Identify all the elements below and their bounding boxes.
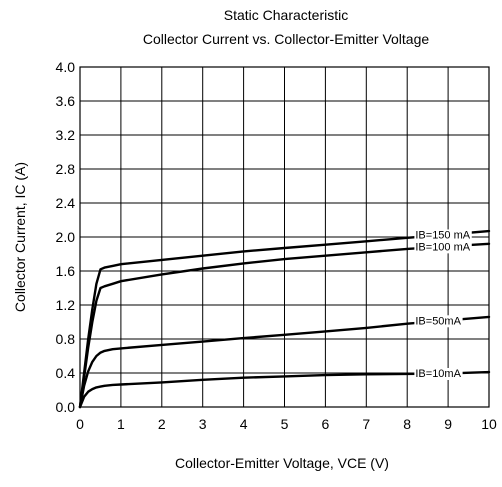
series-label-background: [414, 368, 463, 380]
chart-title: Static Characteristic: [224, 7, 348, 23]
y-tick-label: 4.0: [56, 59, 76, 75]
y-tick-label: 1.2: [56, 297, 76, 313]
x-tick-label: 2: [158, 416, 166, 432]
series-line-2: [78, 242, 491, 409]
x-tick-label: 6: [322, 416, 330, 432]
x-tick-label: 1: [117, 416, 125, 432]
series-line-1: [78, 229, 491, 409]
y-tick-label: 2.8: [56, 161, 76, 177]
chart-subtitle: Collector Current vs. Collector-Emitter …: [143, 31, 430, 47]
series-label-3: IB=50mA: [415, 315, 461, 327]
y-tick-label: 3.2: [56, 127, 76, 143]
series-lines: [78, 229, 491, 409]
series-label-2: IB=100 mA: [415, 241, 470, 253]
y-tick-label: 3.6: [56, 93, 76, 109]
x-tick-label: 7: [362, 416, 370, 432]
x-tick-labels: 0 1 2 3 4 5 6 7 8 9 10: [76, 416, 497, 432]
series-label-background: [414, 229, 472, 242]
x-tick-label: 5: [281, 416, 289, 432]
y-axis-label: Collector Current, IC (A): [12, 162, 28, 312]
x-axis-label: Collector-Emitter Voltage, VCE (V): [175, 455, 389, 471]
x-tick-label: 4: [240, 416, 248, 432]
y-tick-labels: 0.0 0.4 0.8 1.2 1.6 2.0 2.4 2.8 3.2 3.6 4.0: [56, 59, 76, 415]
series-label-1: IB=150 mA: [415, 229, 470, 241]
x-tick-label: 10: [481, 416, 497, 432]
series-line-3: [78, 315, 491, 409]
x-tick-label: 8: [403, 416, 411, 432]
y-tick-label: 0.8: [56, 331, 76, 347]
series-label-background: [414, 315, 463, 328]
series-label-background: [414, 241, 472, 254]
x-tick-label: 9: [444, 416, 452, 432]
series-label-4: IB=10mA: [415, 368, 461, 380]
x-tick-label: 0: [76, 416, 84, 432]
y-tick-label: 2.0: [56, 229, 76, 245]
plot-frame: [79, 66, 490, 408]
y-tick-label: 1.6: [56, 263, 76, 279]
y-tick-label: 0.4: [56, 365, 76, 381]
y-tick-label: 0.0: [56, 399, 76, 415]
y-tick-label: 2.4: [56, 195, 76, 211]
x-tick-label: 3: [199, 416, 207, 432]
series-line-4: [78, 370, 491, 409]
